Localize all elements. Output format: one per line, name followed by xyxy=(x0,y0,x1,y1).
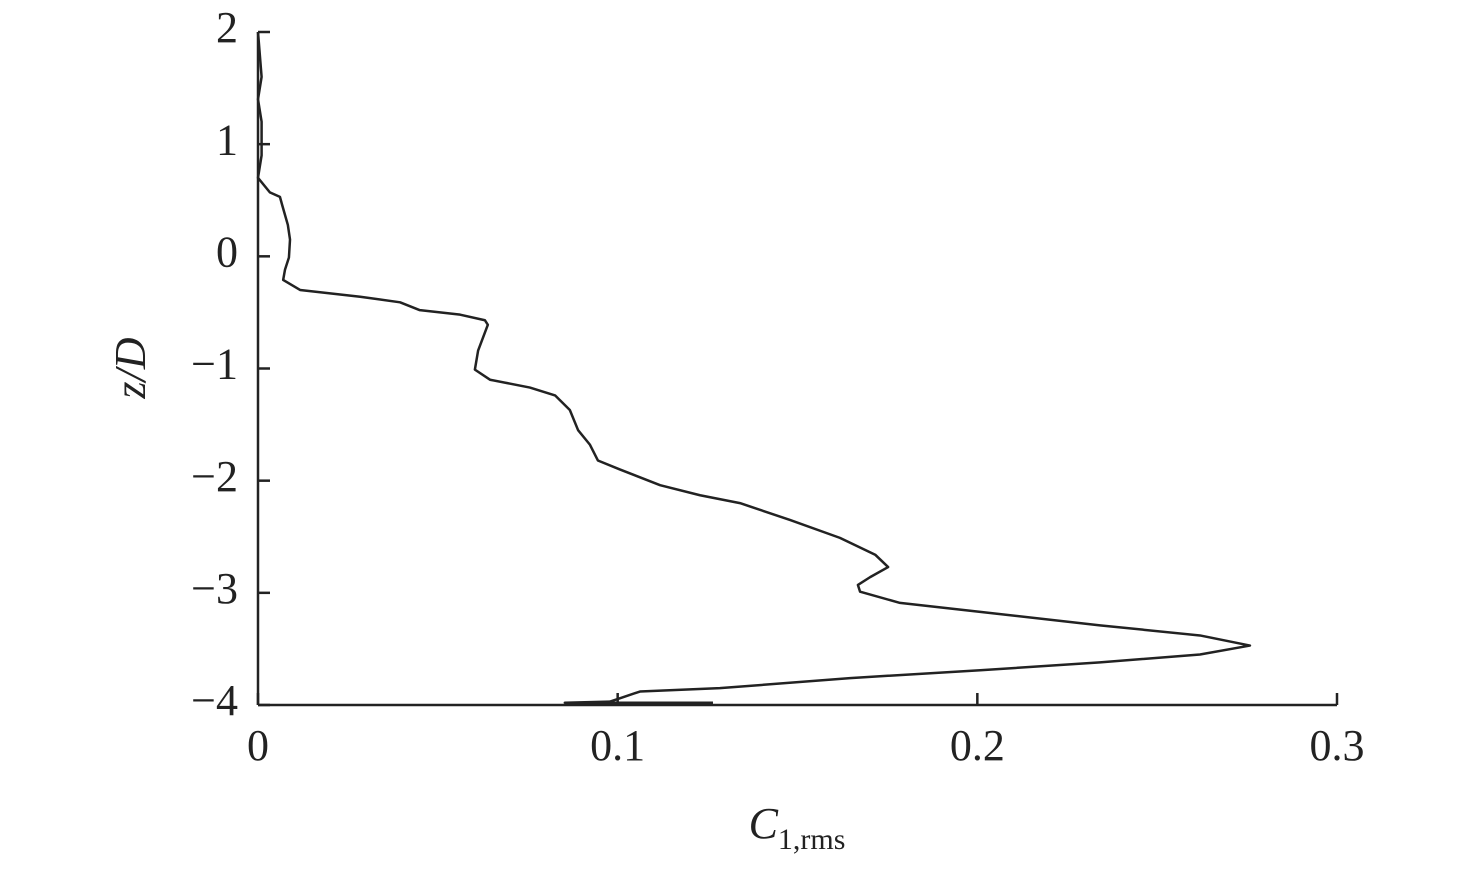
x-axis-label: C1,rms xyxy=(749,799,846,856)
y-axis-label: z/D xyxy=(106,337,155,399)
y-tick-label: −2 xyxy=(191,452,238,501)
x-tick-label: 0 xyxy=(247,721,269,770)
x-tick-label: 0.3 xyxy=(1310,721,1365,770)
y-tick-label: 0 xyxy=(216,227,238,276)
x-tick-label: 0.2 xyxy=(950,721,1005,770)
x-tick-label: 0.1 xyxy=(590,721,645,770)
y-tick-label: 2 xyxy=(216,3,238,52)
y-tick-label: −3 xyxy=(191,564,238,613)
x-label-subscript: 1,rms xyxy=(778,823,846,856)
y-tick-label: 1 xyxy=(216,115,238,164)
x-label-main: C xyxy=(749,799,779,848)
profile-line xyxy=(256,31,1252,705)
y-tick-label: −4 xyxy=(191,676,238,725)
y-tick-label: −1 xyxy=(191,340,238,389)
